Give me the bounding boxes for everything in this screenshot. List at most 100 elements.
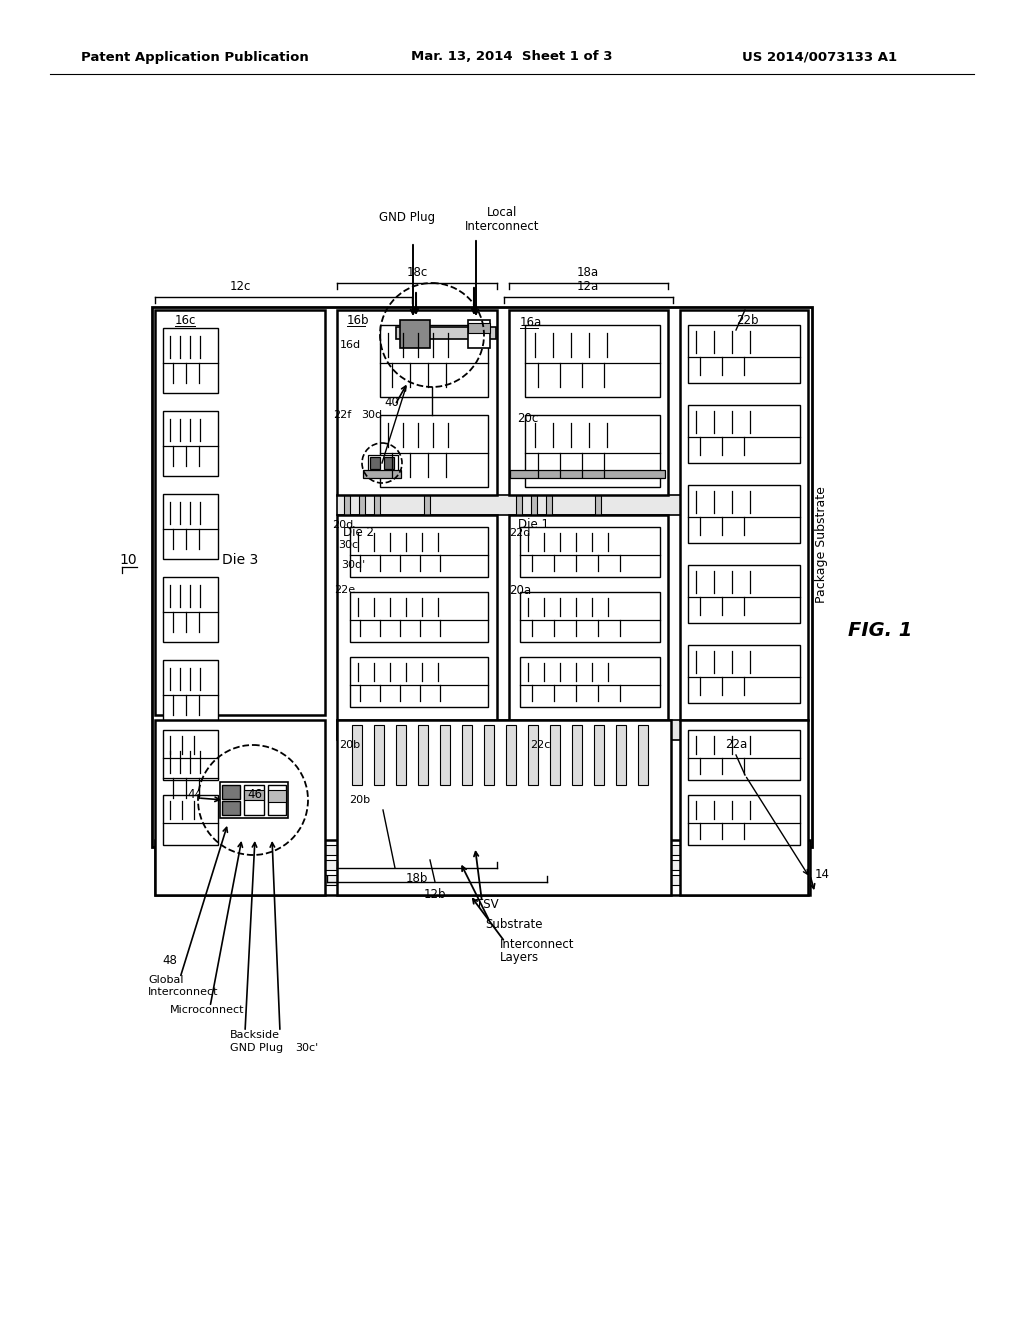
Bar [152, 308, 812, 847]
Bar [396, 725, 406, 785]
Text: 12a: 12a [577, 281, 599, 293]
Text: 22e: 22e [335, 585, 355, 595]
Bar [163, 845, 802, 855]
Bar [374, 725, 384, 785]
Text: Backside: Backside [230, 1030, 280, 1040]
Bar [638, 725, 648, 785]
Bar [525, 414, 660, 487]
Bar [680, 719, 808, 895]
Bar [528, 725, 538, 785]
Bar [396, 327, 496, 339]
Bar [616, 725, 626, 785]
Text: US 2014/0073133 A1: US 2014/0073133 A1 [742, 50, 898, 63]
Bar [384, 457, 394, 469]
Bar [688, 730, 800, 780]
Bar [418, 725, 428, 785]
Text: 30d: 30d [361, 411, 383, 420]
Bar [163, 577, 218, 642]
Text: 18c: 18c [407, 267, 428, 280]
Bar [594, 725, 604, 785]
Bar [163, 730, 218, 780]
Bar [424, 718, 430, 742]
Bar [352, 725, 362, 785]
Bar [520, 527, 660, 577]
Text: TSV: TSV [476, 899, 499, 912]
Bar [268, 789, 286, 803]
Bar [424, 492, 430, 519]
Text: 30c': 30c' [295, 1043, 318, 1053]
Text: 48: 48 [163, 953, 177, 966]
Text: 30d': 30d' [341, 560, 366, 570]
Text: Local: Local [486, 206, 517, 219]
Text: 16a: 16a [520, 315, 543, 329]
Text: 16b: 16b [347, 314, 370, 326]
Text: Die 3: Die 3 [222, 553, 258, 568]
Bar [440, 725, 450, 785]
Bar [525, 325, 660, 397]
Text: Die 2: Die 2 [343, 527, 374, 540]
Text: 20c: 20c [517, 412, 539, 425]
Bar [337, 495, 808, 515]
Text: Interconnect: Interconnect [465, 220, 540, 234]
Bar [400, 319, 430, 348]
Bar [163, 411, 218, 477]
Bar [163, 327, 218, 393]
Bar [350, 591, 488, 642]
Bar [506, 725, 516, 785]
Text: Layers: Layers [500, 952, 539, 965]
Bar [462, 725, 472, 785]
Bar [268, 785, 286, 814]
Bar [509, 515, 668, 719]
Bar [510, 470, 665, 478]
Text: 22b: 22b [736, 314, 759, 326]
Text: Interconnect: Interconnect [500, 939, 574, 952]
Text: 44: 44 [187, 788, 203, 801]
Bar [163, 795, 218, 845]
Bar [680, 310, 808, 719]
Text: Patent Application Publication: Patent Application Publication [81, 50, 309, 63]
Text: 40: 40 [385, 396, 399, 408]
Text: 30c: 30c [338, 540, 358, 550]
Bar [244, 789, 264, 800]
Bar [163, 494, 218, 558]
Bar [468, 319, 490, 348]
Text: Substrate: Substrate [485, 919, 543, 932]
Text: Mar. 13, 2014  Sheet 1 of 3: Mar. 13, 2014 Sheet 1 of 3 [412, 50, 612, 63]
Text: 20a: 20a [509, 583, 531, 597]
Bar [516, 492, 522, 519]
Bar [688, 795, 800, 845]
Bar [359, 718, 365, 742]
Bar [337, 515, 497, 719]
Text: Global: Global [148, 975, 183, 985]
Text: Die 1: Die 1 [518, 519, 549, 532]
Bar [344, 492, 350, 519]
Bar [509, 310, 668, 495]
Text: GND Plug: GND Plug [379, 211, 435, 224]
Bar [531, 492, 537, 519]
Bar [595, 492, 601, 519]
Bar [350, 657, 488, 708]
Text: 22f: 22f [333, 411, 351, 420]
Bar [337, 719, 808, 741]
Bar [688, 405, 800, 463]
Bar [688, 645, 800, 704]
Bar [468, 323, 490, 333]
Text: 12c: 12c [229, 281, 251, 293]
Bar [688, 565, 800, 623]
Text: GND Plug: GND Plug [230, 1043, 283, 1053]
Text: 46: 46 [248, 788, 262, 801]
Text: 22a: 22a [725, 738, 748, 751]
Bar [370, 457, 380, 469]
Bar [350, 527, 488, 577]
Bar [516, 718, 522, 742]
Bar [380, 325, 488, 397]
Text: Package Substrate: Package Substrate [815, 487, 828, 603]
Bar [163, 743, 218, 808]
Text: FIG. 1: FIG. 1 [848, 620, 912, 639]
Bar [344, 718, 350, 742]
Bar [220, 781, 288, 818]
Text: 12b: 12b [424, 887, 446, 900]
Bar [163, 861, 802, 870]
Bar [222, 801, 240, 814]
Text: 22c: 22c [529, 741, 550, 750]
